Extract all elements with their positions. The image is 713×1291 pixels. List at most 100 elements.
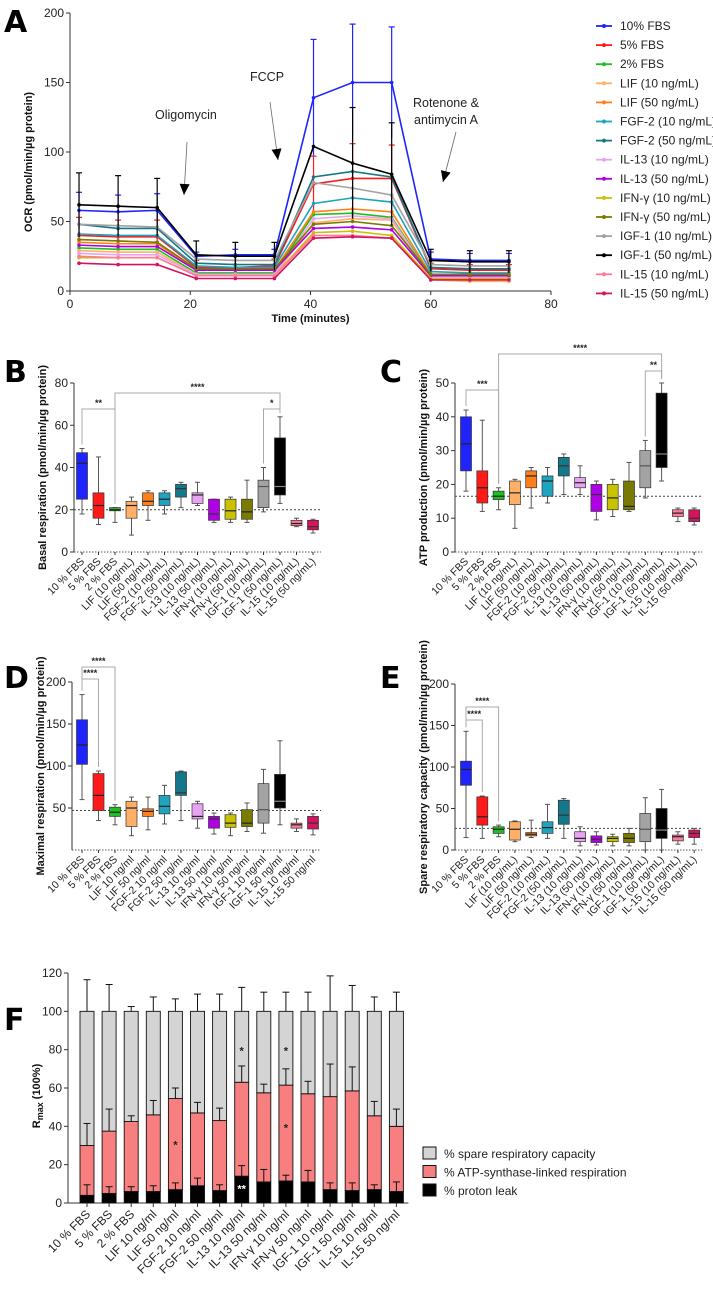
bar-stack-13 xyxy=(366,996,382,1204)
legend-marker xyxy=(602,253,606,258)
data-point xyxy=(311,144,316,149)
series-line xyxy=(78,197,509,274)
box xyxy=(639,450,652,489)
data-point xyxy=(77,251,81,256)
box-13 xyxy=(672,507,684,523)
box-3 xyxy=(509,820,521,843)
arrow-head-icon xyxy=(271,148,282,160)
y-tick-label: 150 xyxy=(429,719,449,733)
legend-marker xyxy=(602,24,606,28)
bar-segment xyxy=(322,1096,338,1191)
box-3 xyxy=(509,478,521,529)
box xyxy=(557,799,570,825)
box xyxy=(158,795,171,815)
box xyxy=(574,831,586,843)
legend-marker xyxy=(602,234,606,239)
x-tick-label: 40 xyxy=(304,297,318,311)
box xyxy=(476,470,489,504)
annotation-text: Oligomycin xyxy=(155,108,217,122)
series-12 xyxy=(76,106,512,273)
legend-marker xyxy=(602,157,606,162)
data-point xyxy=(311,226,316,231)
y-tick-label: 120 xyxy=(42,966,62,980)
box xyxy=(672,834,684,842)
y-tick-label: 150 xyxy=(46,717,66,731)
box xyxy=(606,836,619,843)
series-line xyxy=(78,145,509,263)
data-point xyxy=(155,262,159,267)
box xyxy=(460,760,472,786)
bar-segment xyxy=(123,1010,139,1122)
bar-stack-12 xyxy=(344,984,360,1204)
box-12 xyxy=(274,416,286,504)
bar-segment xyxy=(101,1130,117,1194)
data-point xyxy=(77,240,81,245)
series-line xyxy=(78,177,509,271)
legend-label: 2% FBS xyxy=(620,57,664,71)
box-2 xyxy=(492,487,505,511)
significance-label: **** xyxy=(467,709,482,719)
box-9 xyxy=(224,812,237,837)
box-14 xyxy=(307,518,319,534)
bar-stack-11 xyxy=(322,975,338,1204)
significance-label: *** xyxy=(477,379,488,389)
series-0 xyxy=(76,23,512,268)
box-4 xyxy=(142,796,154,831)
box-9 xyxy=(224,496,237,523)
box-8 xyxy=(590,831,603,846)
box-6 xyxy=(557,798,570,839)
box xyxy=(175,484,187,498)
box xyxy=(224,814,237,828)
box-1 xyxy=(92,456,105,526)
significance-label: **** xyxy=(91,656,106,666)
box xyxy=(125,500,138,519)
box-1 xyxy=(476,795,489,839)
bar-segment xyxy=(79,1194,95,1204)
box xyxy=(257,479,270,508)
bar-segment xyxy=(388,1191,404,1204)
data-point xyxy=(311,230,316,235)
bar-segment xyxy=(123,1191,139,1204)
significance-label: ** xyxy=(95,398,103,408)
series-line xyxy=(78,235,509,281)
significance-label: * xyxy=(173,1140,178,1152)
legend-label: IL-13 (50 ng/mL) xyxy=(620,172,709,186)
arrow-head-icon xyxy=(179,183,190,195)
series-line xyxy=(78,81,509,262)
box-12 xyxy=(274,740,286,826)
y-tick-label: 40 xyxy=(55,461,69,475)
data-point xyxy=(155,253,159,257)
x-tick-label: 0 xyxy=(67,297,74,311)
data-point xyxy=(389,172,394,177)
box-14 xyxy=(688,507,701,526)
series-line xyxy=(78,220,509,276)
data-point xyxy=(155,205,159,210)
data-point xyxy=(77,261,81,266)
box-14 xyxy=(688,827,701,845)
legend-swatch xyxy=(422,1165,437,1178)
data-point xyxy=(155,240,159,245)
panel-a-line-chart: 0 50 100 150 200 0 20 40 60 80 Time (minutes) OCR (… xyxy=(23,6,713,325)
data-point xyxy=(233,276,238,281)
data-point xyxy=(272,254,277,259)
panel-label-D: D xyxy=(4,661,29,696)
x-tick-label: 80 xyxy=(544,297,558,311)
bar-segment xyxy=(300,1181,316,1204)
data-point xyxy=(155,255,159,260)
box-12 xyxy=(655,382,668,482)
bar-stack-7 xyxy=(234,986,250,1204)
y-axis-title: Spare respiratory capacity (pmol/min/µg … xyxy=(418,640,430,894)
box-5 xyxy=(158,784,171,825)
box-3 xyxy=(125,796,138,837)
data-point xyxy=(468,260,472,264)
bar-segment xyxy=(256,1010,272,1094)
data-point xyxy=(311,222,316,227)
legend-marker xyxy=(602,195,606,200)
legend-label: IGF-1 (10 ng/mL) xyxy=(620,229,712,243)
y-tick-label: 80 xyxy=(55,376,69,390)
bar-segment xyxy=(344,1190,360,1204)
y-tick-label: 60 xyxy=(55,418,69,432)
data-point xyxy=(468,278,472,282)
